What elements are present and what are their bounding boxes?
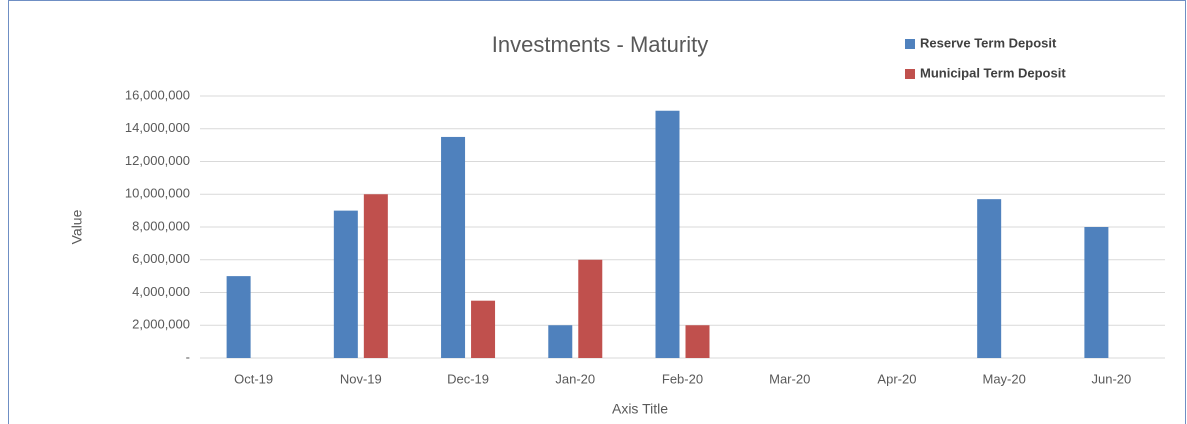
bar [548, 325, 573, 358]
x-axis-title: Axis Title [612, 401, 668, 417]
bar [471, 300, 496, 358]
bar [363, 194, 388, 358]
legend-label: Reserve Term Deposit [920, 35, 1057, 50]
x-tick-label: Apr-20 [877, 371, 916, 386]
bar [685, 325, 710, 358]
y-tick-label: 14,000,000 [125, 120, 190, 135]
bar [226, 276, 251, 358]
y-tick-label: 2,000,000 [132, 317, 190, 332]
x-tick-label: Jan-20 [555, 371, 595, 386]
y-tick-label: 12,000,000 [125, 153, 190, 168]
bar [441, 136, 466, 358]
x-tick-label: Nov-19 [340, 371, 382, 386]
x-tick-label: Feb-20 [662, 371, 703, 386]
bar [1084, 227, 1109, 358]
legend-label: Municipal Term Deposit [920, 65, 1066, 80]
y-tick-label: - [186, 349, 190, 364]
bar [977, 199, 1002, 358]
x-tick-label: Jun-20 [1092, 371, 1132, 386]
bar [655, 110, 680, 358]
x-tick-label: Dec-19 [447, 371, 489, 386]
y-tick-label: 10,000,000 [125, 186, 190, 201]
x-tick-label: Mar-20 [769, 371, 810, 386]
bar [333, 210, 358, 358]
y-tick-label: 4,000,000 [132, 284, 190, 299]
y-tick-label: 8,000,000 [132, 218, 190, 233]
y-tick-label: 16,000,000 [125, 87, 190, 102]
legend-swatch [905, 69, 915, 79]
x-tick-label: Oct-19 [234, 371, 273, 386]
bar [578, 259, 603, 358]
y-axis-title: Value [69, 209, 85, 244]
y-tick-label: 6,000,000 [132, 251, 190, 266]
legend-swatch [905, 39, 915, 49]
x-tick-label: May-20 [982, 371, 1025, 386]
chart-title: Investments - Maturity [492, 32, 708, 57]
